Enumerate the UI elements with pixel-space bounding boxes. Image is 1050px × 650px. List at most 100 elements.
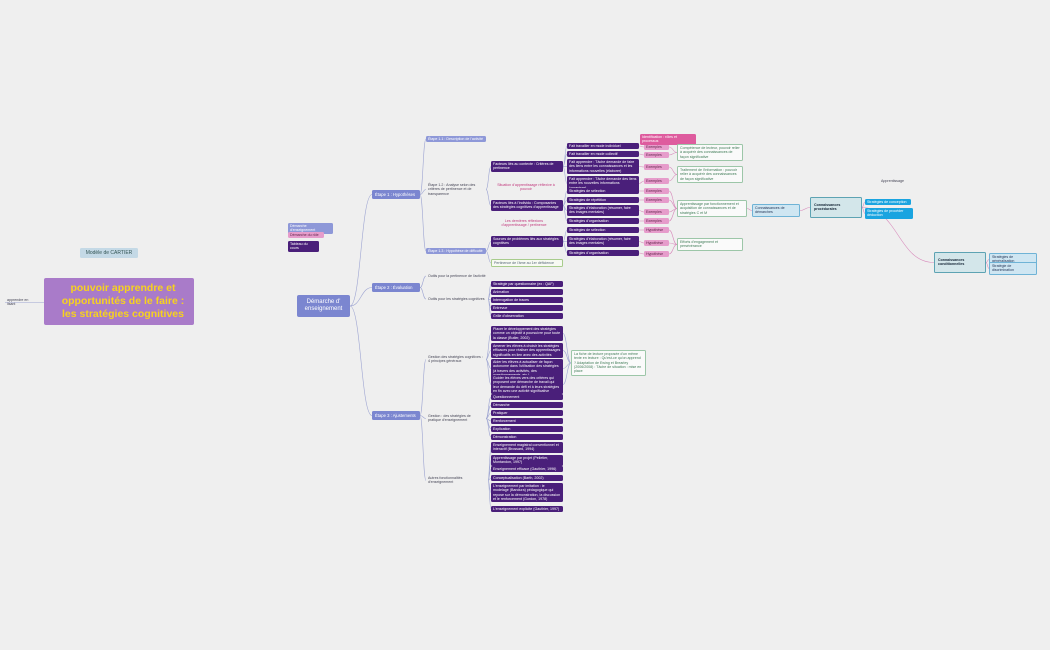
connector <box>668 174 678 182</box>
node[interactable]: Stratégies de répétition <box>567 197 639 204</box>
node[interactable]: Stratégie de discrimination <box>989 262 1037 275</box>
connector <box>562 153 568 167</box>
node[interactable]: Étape 1.1 : Description de l'activité <box>426 136 486 143</box>
connector <box>638 180 645 184</box>
node[interactable]: Exemples <box>644 164 669 171</box>
node[interactable]: Enseignement magistral conventionnel et … <box>491 442 563 453</box>
node[interactable]: Animation <box>491 289 563 296</box>
node[interactable]: Stratégies d'élaboration (résumer, faire… <box>567 205 639 216</box>
node[interactable]: Stratégies d'organisation <box>567 250 639 257</box>
node[interactable]: Efforts d'engagement et persévérance <box>677 238 743 251</box>
node[interactable]: Pratiquer <box>491 410 563 417</box>
node[interactable]: Compétence de lecteur, pouvoir relier à … <box>677 144 743 161</box>
node[interactable]: Interrogation de traces <box>491 297 563 304</box>
node[interactable]: Outils pour les stratégies cognitives <box>428 297 485 301</box>
node[interactable]: Explication <box>491 426 563 433</box>
node[interactable]: Facteurs liés au contexte : Critères de … <box>491 161 563 172</box>
node[interactable]: Stratégies de sélection <box>567 188 639 195</box>
node[interactable]: Autres fonctionnalités d'enseignement <box>428 476 463 485</box>
node[interactable]: Démarche d' enseignement <box>297 295 350 318</box>
node[interactable]: Amener les élèves à choisir les stratégi… <box>491 343 563 358</box>
node[interactable]: Étape 1.3 : Hypothèse de difficulté <box>426 248 486 255</box>
node[interactable]: Étape 1.2 : Analyse selon des critères d… <box>428 183 476 196</box>
node[interactable]: Enseignement efficace (Gauthier, 1996) <box>491 466 563 473</box>
node[interactable]: Démarche <box>491 402 563 409</box>
connector <box>668 244 678 255</box>
connector <box>419 359 427 416</box>
node[interactable]: Traitement de l'information : pouvoir re… <box>677 166 743 183</box>
connector <box>562 241 568 254</box>
node[interactable]: Conceptualisation (Barth, 2002) <box>491 475 563 482</box>
node[interactable]: Les dernières réflexions d'apprentissage… <box>501 219 547 228</box>
node[interactable]: Aider les élèves à actualiser de façon a… <box>491 359 563 379</box>
node[interactable]: Exemples <box>644 188 669 195</box>
node[interactable]: Connaissances de démarches <box>752 204 800 217</box>
node[interactable]: Grille d'observation <box>491 313 563 320</box>
connector <box>349 287 373 307</box>
node[interactable]: Modèle de CARTIER <box>80 248 138 258</box>
node[interactable]: Exemples <box>644 144 669 151</box>
connector <box>562 350 572 364</box>
node[interactable]: Exemples <box>644 218 669 225</box>
connector <box>485 333 492 360</box>
node[interactable]: Hypothèse <box>644 227 669 234</box>
node[interactable]: La fiche de lecture proposée d'un même t… <box>571 350 646 376</box>
node[interactable]: Démarche du rôle <box>288 232 324 239</box>
connector <box>668 166 678 175</box>
connector <box>562 205 568 222</box>
node[interactable]: Pertinence de l'âme au 1er déficience <box>491 259 563 268</box>
node[interactable]: Outils pour la pertinence de l'activité <box>428 274 486 278</box>
node[interactable]: Stratégies de conception <box>865 199 911 206</box>
node[interactable]: Sources de problèmes liés aux stratégies… <box>491 236 563 247</box>
node[interactable]: Connaissances procédurales <box>810 197 862 218</box>
node[interactable]: Gestion : des stratégies de pratique d'e… <box>428 414 471 423</box>
connector <box>668 229 678 245</box>
connector <box>485 250 492 264</box>
node[interactable]: Étape 3 : Ajustements <box>372 411 420 421</box>
node[interactable]: pouvoir apprendre et opportunités de le … <box>44 278 194 326</box>
node[interactable]: Apprentissage <box>881 179 904 183</box>
connector <box>349 305 373 416</box>
node[interactable]: Fait apprendre : Tâche demande de faire … <box>567 159 639 174</box>
node[interactable]: Étape 1 : Hypothèses <box>372 190 420 200</box>
node[interactable]: Exemples <box>644 209 669 216</box>
node[interactable]: L'enseignement explicite (Gauthier, 1997… <box>491 506 563 513</box>
node[interactable]: Gestion des stratégies cognitives : 4 pr… <box>428 355 483 364</box>
node[interactable]: Entrevue <box>491 305 563 312</box>
node[interactable]: Exemples <box>644 178 669 185</box>
connector <box>485 166 492 190</box>
node[interactable]: Situation d'apprentissage réflexive à po… <box>497 183 555 192</box>
node[interactable]: Apprentissage par projet (Pelletier, Mon… <box>491 455 563 466</box>
node[interactable]: Étape 2 : Évaluation <box>372 283 420 293</box>
node[interactable]: Connaissances conditionnelles <box>934 252 986 273</box>
node[interactable]: L'enseignement par imitation : le modela… <box>491 483 563 503</box>
node[interactable]: Stratégies de sélection <box>567 227 639 234</box>
node[interactable]: Stratégies d'organisation <box>567 218 639 225</box>
node[interactable]: Exemples <box>644 197 669 204</box>
node[interactable]: Démonstration <box>491 434 563 441</box>
connector <box>419 275 427 288</box>
node[interactable]: Facteurs liés à l'individu : Composantes… <box>491 200 563 211</box>
node[interactable]: Stratégies d'élaboration (résumer, faire… <box>567 236 639 247</box>
node[interactable]: Fait apprendre : Tâche demande des liens… <box>567 176 639 191</box>
node[interactable]: Placer le développement des stratégies c… <box>491 326 563 341</box>
node[interactable]: Identification : rôles et processus <box>640 134 696 145</box>
connector <box>419 415 427 481</box>
node[interactable]: Questionnement <box>491 394 563 401</box>
node[interactable]: Fait travailler en mode collectif <box>567 151 639 158</box>
node[interactable]: Exemples <box>644 152 669 159</box>
node[interactable]: Tableau du cours <box>288 241 319 252</box>
connector <box>638 153 645 156</box>
node[interactable]: Démarche d'enseignement <box>288 223 333 234</box>
node[interactable]: Hypothèse <box>644 240 669 247</box>
connector <box>668 208 678 222</box>
node[interactable]: Stratégie par questionnaire (ex : QAF) <box>491 281 563 288</box>
node[interactable]: Stratégies de procéder déduction <box>865 208 913 219</box>
node[interactable]: Fait travailler en mode individuel <box>567 143 639 150</box>
node[interactable]: Guider les élèves vers des critères qui … <box>491 375 563 395</box>
node[interactable]: apprendre en lisant <box>7 298 29 307</box>
node[interactable]: Apprentissage par fonctionnement et acqu… <box>677 200 747 217</box>
node[interactable]: Renforcement <box>491 418 563 425</box>
node[interactable]: Hypothèse <box>644 251 669 258</box>
